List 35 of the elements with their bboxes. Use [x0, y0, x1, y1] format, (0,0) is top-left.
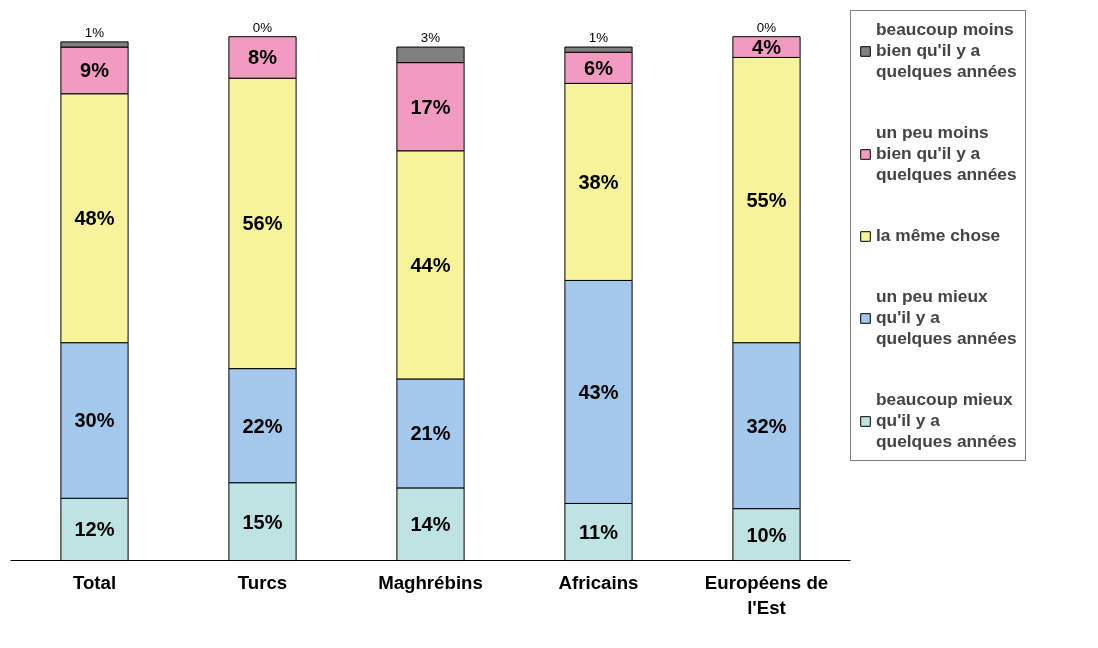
data-label: 11%: [579, 520, 619, 543]
legend-label: beaucoup mieux qu'il y a quelques années: [876, 389, 1017, 452]
data-label: 12%: [74, 518, 115, 541]
data-label: 21%: [410, 422, 451, 445]
data-label: 43%: [578, 380, 619, 403]
data-label: 15%: [242, 510, 283, 533]
legend-label: un peu moins bien qu'il y a quelques années: [876, 122, 1017, 185]
data-label: 10%: [746, 523, 787, 546]
legend-label: la même chose: [876, 225, 1001, 246]
x-tick-label: Turcs: [237, 571, 288, 593]
data-label: 4%: [752, 36, 782, 59]
data-label: 6%: [584, 56, 614, 79]
data-label: 22%: [242, 414, 283, 437]
data-label: 32%: [746, 414, 787, 437]
x-tick-label: Maghrébins: [378, 571, 483, 593]
data-label: 8%: [248, 46, 278, 69]
data-label: 14%: [410, 513, 451, 536]
data-label: 1%: [588, 30, 609, 46]
x-tick-label: Total: [72, 571, 117, 593]
data-label: 17%: [410, 95, 451, 118]
legend-label: beaucoup moins bien qu'il y a quelques années: [876, 19, 1017, 82]
data-label: 30%: [74, 409, 115, 432]
legend-label: un peu mieux qu'il y a quelques années: [876, 286, 1017, 349]
data-label: 48%: [74, 207, 115, 230]
data-label: 1%: [84, 24, 105, 40]
data-label: 38%: [578, 170, 619, 193]
data-label: 0%: [252, 19, 273, 35]
x-tick-label: Européens de l'Est: [704, 571, 829, 618]
data-label: 9%: [80, 59, 110, 82]
data-label: 0%: [756, 19, 777, 35]
data-label: 44%: [410, 253, 451, 276]
x-tick-label: Africains: [558, 571, 639, 593]
data-label: 3%: [420, 30, 441, 46]
data-label: 55%: [746, 189, 787, 212]
data-label: 56%: [242, 212, 283, 235]
